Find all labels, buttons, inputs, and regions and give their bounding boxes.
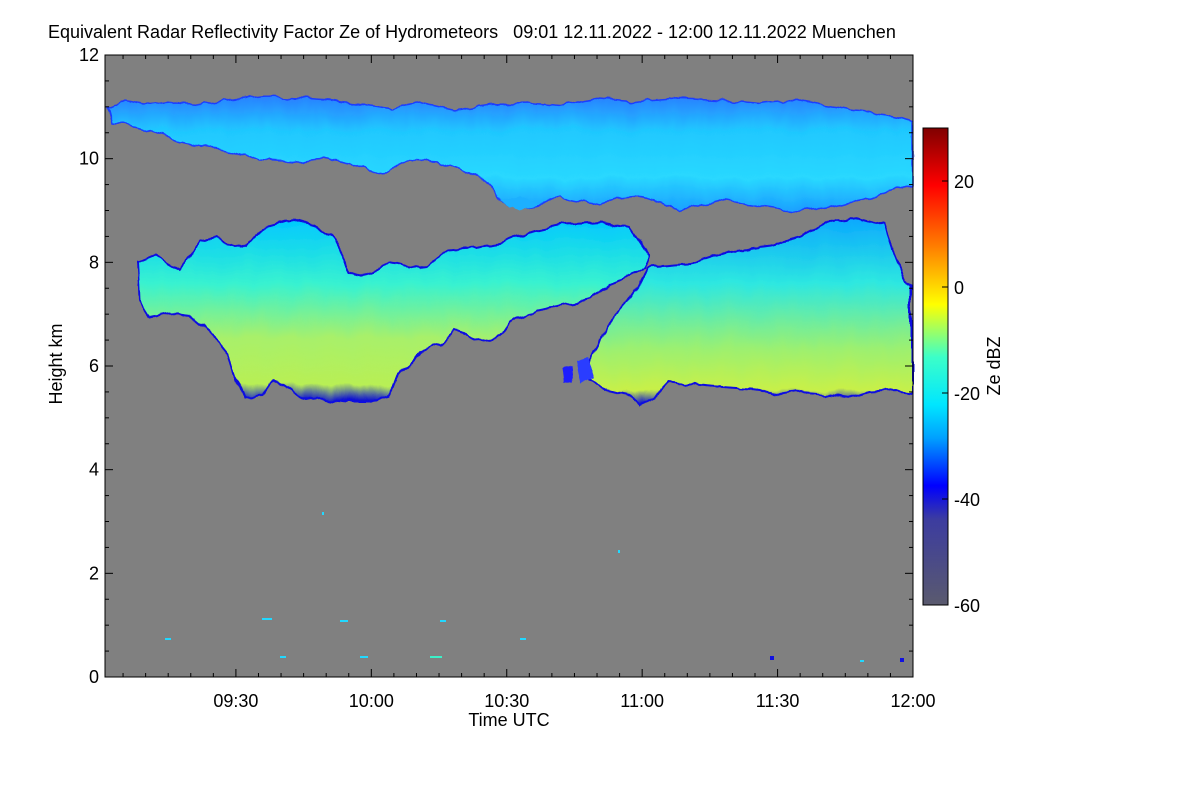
colorbar-tick-label: -20 <box>954 384 980 404</box>
x-tick-label: 09:30 <box>213 691 258 711</box>
clutter-speck <box>520 638 526 640</box>
colorbar-tick-label: -40 <box>954 490 980 510</box>
clutter-speck <box>618 550 620 553</box>
echo-fragment <box>500 196 540 212</box>
clutter-speck <box>360 656 368 658</box>
y-tick-label: 4 <box>89 460 99 480</box>
y-tick-label: 6 <box>89 356 99 376</box>
midlevel-layer-b <box>583 216 913 407</box>
clutter-speck <box>900 658 904 662</box>
clutter-speck <box>322 512 324 515</box>
axes: 0 2 4 6 8 10 12 09:30 10:00 10:30 11:00 11:30 12:00 <box>79 45 936 711</box>
y-axis-title: Height km <box>46 323 66 404</box>
y-tick-label: 0 <box>89 667 99 687</box>
echo-fragment <box>575 356 595 384</box>
x-tick-label: 11:00 <box>620 691 664 711</box>
clutter-specks <box>165 512 904 662</box>
plot-area <box>104 54 914 678</box>
y-tick-label: 2 <box>89 563 99 583</box>
y-tick-label: 12 <box>79 45 99 65</box>
colorbar-gradient <box>922 127 949 606</box>
clutter-speck <box>280 656 286 658</box>
clutter-speck <box>165 638 171 640</box>
clutter-speck <box>770 656 774 660</box>
heatmap-layers <box>107 95 913 407</box>
colorbar-tick-label: 20 <box>954 172 974 192</box>
colorbar-label: Ze dBZ <box>984 336 1004 395</box>
chart-title: Equivalent Radar Reflectivity Factor Ze … <box>48 22 896 42</box>
colorbar-tick-label: -60 <box>954 596 980 616</box>
x-tick-label: 10:30 <box>484 691 529 711</box>
x-tick-label: 12:00 <box>890 691 935 711</box>
colorbar: -60 -40 -20 0 20 Ze dBZ <box>922 127 1004 616</box>
x-tick-label: 11:30 <box>756 691 800 711</box>
cirrus-layer <box>107 95 913 213</box>
colorbar-ticks: -60 -40 -20 0 20 <box>942 172 980 616</box>
x-axis-title: Time UTC <box>468 710 549 730</box>
y-tick-label: 10 <box>79 149 99 169</box>
clutter-speck <box>440 620 446 622</box>
clutter-speck <box>860 660 864 662</box>
colorbar-tick-label: 0 <box>954 278 964 298</box>
echo-fragment <box>560 366 572 382</box>
midlevel-layer-a <box>136 218 652 403</box>
y-tick-label: 8 <box>89 252 99 272</box>
clutter-speck <box>430 656 442 658</box>
x-tick-label: 10:00 <box>349 691 394 711</box>
clutter-speck <box>340 620 348 622</box>
clutter-speck <box>262 618 272 620</box>
